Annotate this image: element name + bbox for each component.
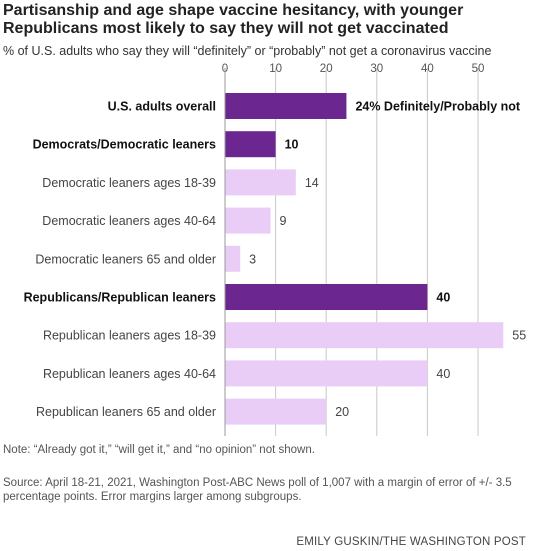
- category-label: Democratic leaners ages 18-39: [42, 176, 216, 190]
- bar: [225, 245, 241, 272]
- category-label: Republicans/Republican leaners: [24, 291, 216, 305]
- x-tick-label: 50: [472, 63, 485, 75]
- chart-note: Note: “Already got it,” “will get it,” a…: [3, 444, 315, 456]
- category-label: Republican leaners ages 18-39: [43, 329, 216, 343]
- bar: [225, 207, 271, 234]
- data-label: 3: [249, 252, 256, 266]
- bar: [225, 93, 347, 119]
- bar: [225, 322, 504, 349]
- category-label: Republican leaners 65 and older: [36, 405, 216, 419]
- data-label: 24% Definitely/Probably not: [355, 100, 520, 114]
- data-label: 55: [512, 329, 526, 343]
- data-label: 20: [335, 405, 349, 419]
- x-tick-label: 40: [421, 63, 434, 75]
- category-label: Democrats/Democratic leaners: [33, 138, 216, 152]
- x-tick-label: 30: [370, 63, 383, 75]
- category-label: Republican leaners ages 40-64: [43, 367, 216, 381]
- chart-source: Source: April 18-21, 2021, Washington Po…: [3, 477, 512, 503]
- category-label: Democratic leaners 65 and older: [35, 252, 216, 266]
- category-label: U.S. adults overall: [108, 100, 216, 114]
- data-label: 40: [436, 367, 450, 381]
- bar: [225, 284, 428, 310]
- data-label: 14: [305, 176, 319, 190]
- bar: [225, 398, 327, 425]
- data-label: 10: [285, 138, 299, 152]
- data-label: 40: [436, 291, 450, 305]
- data-label: 9: [280, 214, 287, 228]
- chart-credit: EMILY GUSKIN/THE WASHINGTON POST: [296, 536, 526, 548]
- bar: [225, 131, 276, 158]
- chart-subtitle: % of U.S. adults who say they will “defi…: [3, 44, 492, 58]
- x-tick-label: 20: [320, 63, 333, 75]
- bar: [225, 360, 428, 387]
- chart-title: Partisanship and age shape vaccine hesit…: [3, 2, 464, 37]
- x-tick-label: 10: [269, 63, 282, 75]
- bar: [225, 169, 296, 196]
- category-label: Democratic leaners ages 40-64: [42, 214, 216, 228]
